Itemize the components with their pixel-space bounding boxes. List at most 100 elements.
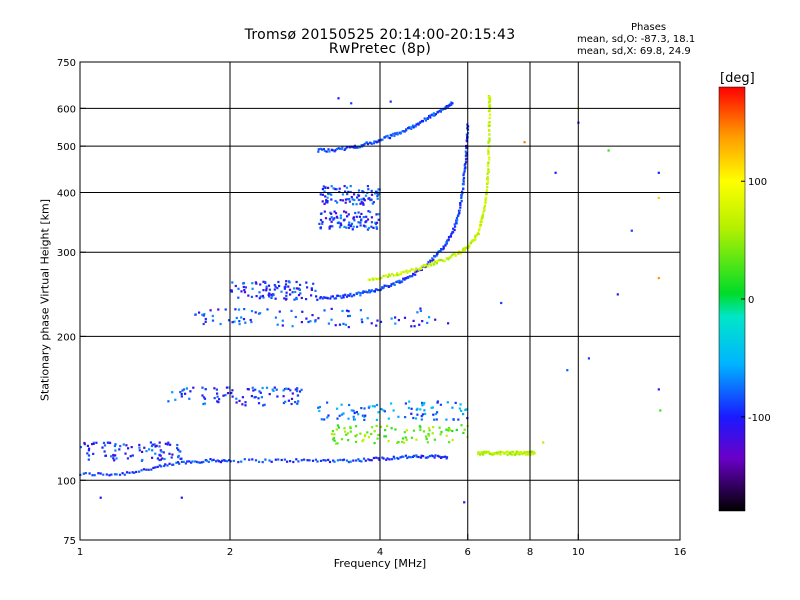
echo-point <box>428 316 431 319</box>
echo-point <box>333 217 336 220</box>
echo-point <box>480 220 484 223</box>
echo-point <box>152 466 155 469</box>
echo-point <box>113 473 117 476</box>
echo-point <box>405 269 408 272</box>
echo-point <box>454 254 457 257</box>
echo-point <box>525 451 528 454</box>
echo-point <box>405 277 408 280</box>
echo-point <box>292 460 295 464</box>
echo-point <box>283 287 286 290</box>
echo-point <box>474 236 477 239</box>
x-tick-label: 10 <box>572 547 585 558</box>
echo-point <box>406 271 409 274</box>
phase-mean-o: mean, sd,O: -87.3, 18.1 <box>577 34 696 45</box>
echo-point <box>519 451 522 454</box>
echo-point <box>398 279 401 282</box>
echo-point <box>299 292 302 295</box>
echo-point <box>336 442 339 445</box>
echo-point <box>148 448 151 451</box>
echo-point <box>345 226 348 229</box>
echo-point <box>485 189 488 192</box>
echo-point <box>290 397 294 400</box>
echo-point <box>417 268 420 271</box>
echo-point <box>344 201 347 204</box>
echo-point <box>419 307 422 310</box>
echo-point <box>417 123 420 126</box>
echo-point <box>345 211 348 214</box>
echo-point <box>464 163 467 166</box>
echo-point <box>445 242 448 245</box>
echo-point <box>242 285 245 289</box>
echo-point <box>434 260 437 263</box>
echo-point <box>383 284 386 287</box>
echo-point <box>485 193 488 196</box>
echo-point <box>359 309 362 312</box>
echo-point <box>488 139 491 142</box>
echo-point <box>319 193 322 196</box>
echo-point <box>431 455 434 458</box>
echo-point <box>466 137 469 140</box>
echo-point <box>348 403 351 407</box>
echo-point <box>368 459 371 462</box>
echo-point <box>299 283 302 286</box>
echo-point <box>287 285 290 288</box>
echo-point <box>283 387 287 391</box>
echo-point <box>428 429 431 432</box>
echo-point <box>375 418 378 421</box>
echo-point <box>243 291 247 294</box>
echo-point <box>254 311 257 314</box>
echo-point <box>371 405 374 408</box>
echo-point <box>510 453 513 456</box>
echo-point <box>345 295 349 298</box>
echo-point <box>218 398 221 401</box>
echo-point <box>86 452 89 455</box>
echo-point <box>320 418 323 421</box>
echo-point <box>115 473 118 476</box>
echo-point <box>321 297 324 300</box>
echo-point <box>118 448 121 451</box>
echo-point <box>243 308 246 311</box>
echo-point <box>514 453 517 456</box>
echo-point <box>370 225 373 228</box>
echo-point <box>433 438 436 441</box>
echo-point <box>261 386 264 390</box>
echo-point <box>481 452 484 455</box>
echo-point <box>289 293 292 296</box>
echo-point <box>91 474 94 477</box>
echo-point <box>466 135 469 138</box>
echo-point <box>465 152 468 155</box>
echo-point <box>350 196 353 199</box>
echo-point <box>158 441 161 444</box>
echo-point <box>421 320 424 323</box>
echo-point <box>325 201 328 204</box>
echo-point <box>370 193 374 196</box>
echo-point <box>265 386 269 389</box>
echo-point <box>362 438 365 441</box>
echo-point <box>374 192 377 195</box>
echo-point <box>486 186 489 189</box>
echo-point <box>434 318 437 321</box>
echo-point <box>119 445 122 448</box>
echo-point <box>228 386 231 389</box>
echo-point <box>486 178 490 181</box>
echo-point <box>342 412 345 415</box>
echo-point <box>352 459 355 462</box>
echo-point <box>616 293 619 296</box>
echo-point <box>395 280 398 284</box>
echo-point <box>343 430 347 433</box>
echo-point <box>440 108 443 111</box>
echo-point <box>498 450 501 453</box>
echo-point <box>240 460 243 463</box>
echo-point <box>443 259 446 262</box>
echo-point <box>420 418 423 421</box>
echo-point <box>452 227 455 230</box>
echo-point <box>501 451 504 454</box>
echo-point <box>407 406 410 410</box>
colorbar-tick-label: -100 <box>748 413 771 424</box>
echo-point <box>113 444 116 448</box>
echo-point <box>284 285 287 288</box>
echo-point <box>465 154 468 157</box>
echo-point <box>393 134 396 137</box>
echo-point <box>293 287 296 290</box>
echo-point <box>327 414 330 417</box>
